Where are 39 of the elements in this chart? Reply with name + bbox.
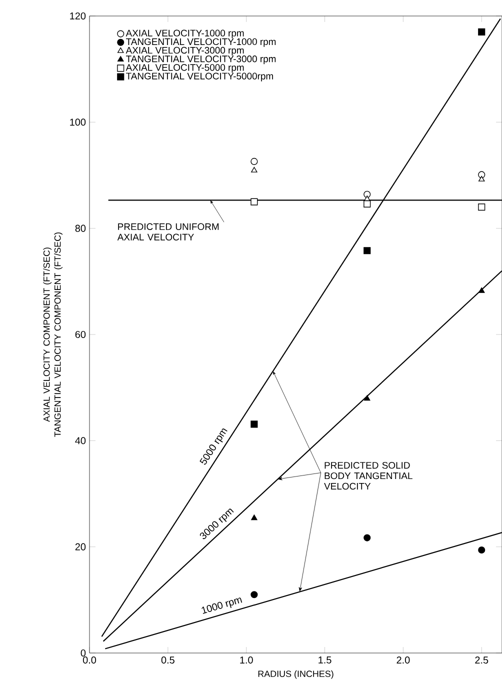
legend-label: AXIAL VELOCITY-3000 rpm: [126, 46, 244, 56]
point: [478, 28, 486, 36]
point: [250, 420, 258, 428]
x-tick-label: 2.0: [396, 656, 410, 664]
y-tick-label: 120: [70, 12, 86, 20]
point: [478, 546, 486, 554]
legend-label: AXIAL VELOCITY-1000 rpm: [126, 30, 244, 38]
point: [364, 534, 371, 542]
legend-label: TANGENTIAL VELOCITY-1000 rpm: [126, 38, 276, 47]
point: [478, 204, 486, 211]
x-tick-label: 1.5: [318, 656, 332, 664]
legend-label: TANGENTIAL VELOCITY-5000rpm: [126, 72, 273, 82]
y-axis-title: AXIAL VELOCITY COMPONENT (FT/SEC) TANGENTIAL VELOCITY COMPONENT (FT/SEC): [43, 232, 63, 437]
point: [478, 176, 485, 182]
y-tick-label: 60: [75, 330, 86, 338]
y-tick-label: 20: [75, 543, 86, 550]
point: [478, 287, 485, 293]
point: [250, 591, 258, 598]
x-tick-label: 0.0: [82, 656, 96, 664]
point: [364, 200, 371, 208]
x-axis-title: RADIUS (INCHES): [258, 670, 334, 679]
y-tick-label: 40: [75, 437, 86, 444]
point: [251, 514, 258, 520]
x-tick-label: 1.0: [240, 656, 253, 664]
point: [251, 166, 258, 172]
annotation: PREDICTED SOLID BODY TANGENTIAL VELOCITY: [324, 462, 412, 490]
text: 1000 rpm: [202, 598, 242, 614]
point: [364, 395, 370, 401]
x-tick-label: 0.5: [161, 656, 174, 664]
x-tick-label: 2.5: [475, 656, 488, 664]
point: [364, 247, 371, 254]
point: [250, 158, 258, 165]
ref-line-label: PREDICTED UNIFORM AXIAL VELOCITY: [117, 223, 219, 240]
y-tick-label: 0: [80, 649, 86, 657]
y-tick-label: 80: [75, 224, 86, 232]
y-tick-label: 100: [70, 118, 86, 126]
legend-label: AXIAL VELOCITY-5000 rpm: [126, 64, 244, 73]
legend-label: TANGENTIAL VELOCITY-3000 rpm: [126, 56, 276, 64]
point: [250, 198, 258, 206]
